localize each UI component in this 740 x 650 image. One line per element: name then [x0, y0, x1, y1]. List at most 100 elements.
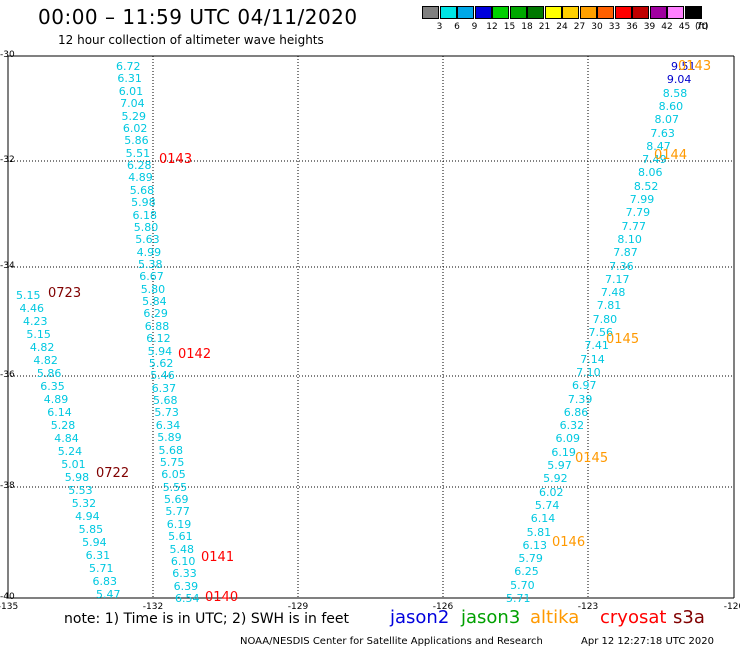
wave-height-value: 5.32 [71, 497, 97, 510]
color-scale-label: 39 [643, 22, 656, 32]
pass-time-tag: 0143 [678, 59, 712, 74]
wave-height-value: 5.85 [78, 523, 104, 536]
color-scale-label: 9 [471, 22, 478, 32]
wave-height-value: 5.75 [159, 455, 185, 469]
wave-height-value: 5.63 [135, 233, 160, 247]
wave-height-value: 6.67 [139, 270, 164, 284]
color-scale-label: 24 [556, 22, 568, 32]
wave-height-value: 6.19 [551, 445, 576, 459]
wave-height-value: 6.35 [40, 380, 65, 393]
wave-height-value: 8.06 [638, 166, 663, 180]
wave-height-value: 7.10 [576, 365, 601, 379]
wave-height-value: 4.89 [128, 171, 153, 185]
wave-height-value: 6.29 [143, 307, 168, 321]
color-scale-label: 6 [454, 22, 460, 32]
x-tick-label: -129 [287, 602, 309, 612]
color-scale-label: 3 [436, 22, 443, 32]
wave-height-value: 7.56 [588, 326, 614, 339]
wave-height-value: 6.34 [155, 418, 181, 432]
wave-height-value: 4.46 [19, 302, 45, 315]
color-swatch [684, 6, 702, 19]
color-swatch [527, 6, 544, 19]
wave-height-value: 5.29 [121, 109, 147, 123]
wave-height-value: 7.80 [592, 312, 618, 326]
color-swatch [457, 6, 474, 19]
color-scale-label: 33 [608, 22, 621, 32]
color-scale-label: 21 [538, 22, 551, 32]
grid-lines [7, 55, 735, 599]
wave-height-value: 5.68 [158, 443, 184, 457]
wave-height-value: 6.37 [151, 381, 177, 395]
color-swatch [649, 6, 667, 19]
wave-height-value: 5.81 [526, 525, 552, 539]
wave-height-value: 8.47 [646, 139, 671, 153]
color-scale-label: 15 [503, 22, 516, 32]
wave-height-value: 8.07 [654, 113, 680, 127]
wave-height-value: 4.82 [29, 341, 55, 354]
wave-height-value: 5.98 [131, 196, 156, 210]
wave-height-value: 6.88 [144, 319, 170, 333]
wave-height-value: 5.69 [164, 493, 189, 506]
credit-line: NOAA/NESDIS Center for Satellite Applica… [240, 636, 543, 647]
wave-height-value: 5.68 [129, 183, 155, 197]
wave-height-value: 4.23 [23, 315, 48, 328]
wave-height-value: 5.24 [57, 445, 83, 458]
wave-height-value: 5.97 [547, 459, 572, 472]
wave-height-value: 6.14 [530, 512, 556, 526]
wave-height-value: 5.53 [68, 484, 93, 497]
wave-height-value: 6.72 [116, 60, 141, 73]
mission-legend-item: s3a [673, 607, 705, 628]
wave-height-value: 5.80 [140, 282, 166, 296]
wave-height-value: 6.31 [85, 549, 111, 562]
wave-height-value: 6.10 [170, 554, 196, 568]
wave-height-value: 7.17 [605, 272, 630, 286]
map-title: 00:00 – 11:59 UTC 04/11/2020 [38, 5, 358, 29]
wave-height-value: 5.86 [124, 134, 149, 148]
wave-height-value: 5.38 [138, 258, 163, 271]
x-tick-label: -123 [577, 602, 599, 612]
pass-time-tag: 0146 [552, 535, 586, 550]
wave-height-value: 6.19 [166, 517, 192, 531]
wave-height-value: 7.48 [600, 286, 626, 300]
pass-time-tag: 0723 [48, 286, 82, 301]
wave-height-value: 6.83 [92, 575, 118, 588]
mission-legend-item: cryosat [600, 607, 667, 628]
wave-height-value: 6.28 [127, 159, 152, 172]
wave-height-value: 5.84 [142, 295, 167, 309]
color-swatch [579, 6, 597, 19]
wave-height-value: 7.36 [609, 259, 634, 273]
wave-height-value: 8.58 [662, 86, 688, 100]
wave-height-value: 7.04 [120, 97, 145, 111]
wave-height-value: 5.15 [16, 289, 41, 302]
wave-height-value: 5.47 [96, 588, 121, 601]
color-scale-label: 42 [661, 22, 673, 32]
wave-height-value: 6.39 [173, 579, 199, 593]
color-swatch [632, 6, 649, 19]
wave-height-value: 7.81 [596, 299, 622, 313]
x-tick-label: -126 [432, 602, 454, 612]
color-swatch [509, 6, 527, 19]
wave-height-value: 4.84 [54, 432, 79, 445]
mission-legend-item: jason3 [461, 607, 521, 628]
wave-height-value: 7.99 [629, 193, 655, 206]
wave-height-value: 5.71 [506, 592, 531, 605]
wave-height-value: 5.55 [162, 480, 188, 494]
wave-height-value: 9.04 [666, 73, 692, 87]
y-tick-label: -32 [0, 155, 15, 165]
wave-height-value: 5.46 [150, 369, 175, 383]
wave-height-value: 6.01 [118, 84, 144, 98]
wave-height-value: 5.70 [510, 578, 535, 592]
color-swatch [614, 6, 632, 19]
wave-height-value: 7.14 [580, 352, 605, 366]
wave-height-value: 5.48 [169, 542, 195, 556]
color-swatch [492, 6, 509, 19]
wave-height-value: 7.77 [621, 219, 647, 233]
wave-height-value: 5.89 [157, 431, 182, 445]
color-scale-label: 18 [521, 22, 533, 32]
wave-height-value: 7.41 [584, 339, 609, 353]
wave-height-value: 6.02 [122, 121, 148, 135]
wave-height-value: 6.97 [572, 379, 597, 393]
pass-time-tag: 0142 [178, 347, 212, 362]
wave-height-value: 4.94 [75, 510, 100, 523]
